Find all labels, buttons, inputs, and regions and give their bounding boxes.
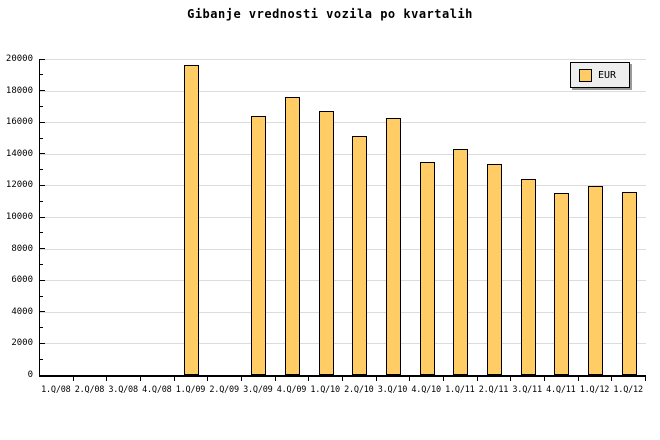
- plot-area: [39, 58, 646, 377]
- y-tick-label: 20000: [5, 54, 33, 64]
- x-tick: [140, 377, 141, 381]
- y-tick-label: 0: [27, 370, 33, 380]
- x-tick: [241, 377, 242, 381]
- y-minor-tick: [40, 358, 43, 360]
- y-major-tick: [40, 153, 45, 155]
- gridline: [40, 122, 646, 124]
- x-tick-label: 2.Q/09: [209, 385, 239, 395]
- y-major-tick: [40, 248, 45, 250]
- x-tick: [645, 377, 646, 381]
- x-tick-label: 3.Q/08: [108, 385, 138, 395]
- bar: [184, 65, 199, 375]
- x-tick: [510, 377, 512, 381]
- x-tick-label: 1.Q/11: [445, 385, 475, 395]
- y-tick-label: 2000: [11, 338, 33, 349]
- x-tick-label: 1.Q/12: [579, 385, 610, 395]
- bar: [487, 164, 502, 375]
- gridline: [40, 217, 646, 218]
- x-tick-label: 4.Q/10: [411, 385, 441, 395]
- x-tick: [173, 377, 175, 381]
- y-major-tick: [40, 121, 45, 123]
- x-tick: [409, 377, 411, 381]
- y-major-tick: [40, 216, 45, 218]
- y-major-tick: [40, 342, 45, 344]
- y-tick-label: 10000: [5, 212, 33, 222]
- y-minor-tick: [40, 295, 43, 297]
- gridline: [40, 311, 646, 313]
- x-tick-label: 2.Q/10: [344, 385, 374, 395]
- x-tick: [443, 377, 444, 381]
- x-tick-label: 1.Q/09: [175, 385, 206, 395]
- x-tick: [72, 377, 74, 381]
- eur-series-swatch-icon: [579, 68, 592, 82]
- x-tick: [611, 377, 613, 381]
- legend: EUR: [570, 62, 630, 88]
- y-minor-tick: [40, 200, 43, 202]
- bar: [419, 161, 435, 375]
- bar: [251, 115, 267, 375]
- y-minor-tick: [40, 137, 43, 139]
- x-tick-label: 1.Q/10: [310, 385, 340, 395]
- x-tick-label: 4.Q/09: [276, 385, 307, 395]
- gridline: [40, 185, 646, 187]
- y-tick-label: 8000: [11, 243, 33, 254]
- y-minor-tick: [40, 74, 43, 76]
- x-tick-label: 1.Q/12: [613, 385, 643, 395]
- x-tick-label: 3.Q/10: [377, 385, 408, 395]
- x-tick: [308, 377, 310, 381]
- x-tick: [342, 377, 343, 381]
- bar: [554, 193, 570, 375]
- y-tick-label: 4000: [11, 306, 33, 317]
- y-minor-tick: [40, 232, 43, 234]
- bar: [588, 186, 603, 375]
- y-major-tick: [40, 58, 45, 60]
- x-tick-label: 2.Q/11: [478, 385, 509, 395]
- y-major-tick: [40, 311, 45, 313]
- x-tick: [207, 377, 209, 381]
- gridline: [40, 248, 646, 250]
- y-tick-label: 14000: [5, 148, 33, 159]
- bar: [453, 149, 469, 375]
- bar: [285, 96, 300, 375]
- y-tick-label: 6000: [11, 275, 33, 286]
- x-tick-label: 4.Q/11: [546, 385, 576, 395]
- gridline: [40, 280, 646, 282]
- gridline: [40, 153, 646, 155]
- gridline: [40, 90, 646, 92]
- y-major-tick: [40, 279, 45, 281]
- y-minor-tick: [40, 169, 43, 171]
- bar: [621, 191, 637, 375]
- legend-label: EUR: [598, 69, 617, 81]
- x-tick: [106, 377, 108, 381]
- x-tick-label: 4.Q/08: [142, 385, 172, 395]
- bar: [318, 111, 334, 375]
- y-minor-tick: [40, 105, 43, 107]
- y-major-tick: [40, 184, 45, 186]
- bar: [352, 136, 368, 375]
- y-tick-label: 18000: [5, 85, 33, 96]
- gridline: [40, 343, 646, 345]
- y-tick-label: 16000: [5, 117, 33, 128]
- y-tick-label: 12000: [5, 180, 33, 191]
- x-tick: [375, 377, 377, 381]
- y-minor-tick: [40, 327, 43, 329]
- x-tick: [274, 377, 276, 381]
- x-tick-label: 1.Q/08: [41, 385, 71, 395]
- x-tick-label: 3.Q/11: [512, 385, 542, 395]
- x-tick: [577, 377, 579, 381]
- x-tick: [544, 377, 545, 381]
- x-tick: [476, 377, 478, 381]
- x-tick-label: 2.Q/08: [74, 385, 105, 395]
- chart-title: Gibanje vrednosti vozila po kvartalih: [187, 7, 473, 21]
- gridline: [40, 59, 646, 60]
- y-major-tick: [40, 90, 45, 92]
- bar: [520, 179, 536, 375]
- y-minor-tick: [40, 263, 43, 265]
- bar: [386, 118, 401, 375]
- x-tick-label: 3.Q/09: [243, 385, 273, 395]
